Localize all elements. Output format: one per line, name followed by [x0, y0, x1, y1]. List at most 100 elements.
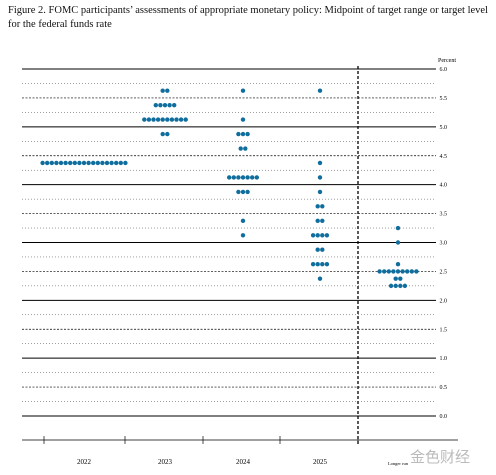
dot: [104, 160, 110, 166]
dot: [240, 117, 246, 122]
dot: [49, 160, 54, 166]
dot: [240, 88, 246, 93]
dot: [86, 160, 91, 166]
dot: [315, 218, 320, 224]
dot: [240, 189, 246, 195]
dot: [236, 131, 241, 137]
dot: [142, 117, 147, 122]
dot: [250, 175, 255, 180]
dot: [310, 233, 316, 238]
dot: [172, 102, 177, 108]
y-tick-label: 1.5: [440, 327, 448, 333]
dot: [174, 117, 179, 122]
dot: [320, 233, 325, 238]
dot: [68, 160, 73, 166]
dot: [382, 269, 387, 274]
dot: [398, 276, 403, 281]
dot: [236, 189, 241, 195]
dot: [165, 88, 170, 93]
dot: [178, 117, 184, 122]
dot: [315, 204, 320, 209]
y-tick-label: 4.5: [440, 154, 448, 160]
dot: [317, 160, 323, 166]
dot: [254, 175, 259, 180]
x-tick-label: Longer run: [388, 461, 409, 466]
y-tick-label: 0.5: [440, 385, 448, 391]
dot: [414, 269, 419, 274]
dot: [123, 160, 128, 166]
dot: [317, 88, 323, 93]
dot: [153, 102, 158, 108]
dot: [160, 88, 165, 93]
dot: [315, 261, 320, 267]
dot: [393, 283, 398, 289]
dot: [310, 261, 316, 267]
y-tick-label: 1.0: [440, 356, 448, 362]
dot: [58, 160, 64, 166]
dot: [391, 269, 396, 274]
y-tick-label: 3.0: [440, 241, 448, 247]
x-tick-label: 2025: [313, 458, 328, 466]
dot: [160, 131, 165, 137]
dot: [183, 117, 188, 122]
dot: [395, 261, 401, 267]
dot: [315, 233, 320, 238]
y-axis-label: Percent: [438, 58, 456, 64]
dot: [231, 175, 236, 180]
dot: [100, 160, 105, 166]
dot: [169, 117, 175, 122]
y-tick-label: 3.5: [440, 212, 448, 218]
x-tick-label: 2024: [236, 458, 251, 466]
y-tick-label: 5.0: [440, 125, 448, 131]
y-tick-label: 0.0: [440, 414, 448, 420]
dot: [320, 204, 325, 209]
dot: [72, 160, 78, 166]
x-tick-label: 2022: [77, 458, 92, 466]
dot: [245, 175, 250, 180]
dot: [77, 160, 82, 166]
dot: [245, 189, 250, 195]
dot: [118, 160, 124, 166]
dot: [165, 117, 170, 122]
dot: [243, 146, 248, 151]
dot: [400, 269, 405, 274]
dot: [395, 240, 401, 245]
dot: [160, 117, 165, 122]
dot: [320, 261, 325, 267]
dot: [245, 131, 250, 137]
y-tick-label: 6.0: [440, 67, 448, 73]
dot: [167, 102, 172, 108]
dot: [398, 283, 403, 289]
dot: [40, 160, 45, 166]
dot: [240, 233, 246, 238]
dot: [315, 247, 320, 252]
dot: [238, 146, 243, 151]
dot: [91, 160, 96, 166]
dot: [95, 160, 101, 166]
y-tick-label: 5.5: [440, 96, 448, 102]
dot: [158, 102, 163, 108]
dot: [114, 160, 119, 166]
dot: [240, 175, 246, 180]
dot: [386, 269, 391, 274]
dot: [324, 261, 330, 267]
dot: [377, 269, 382, 274]
dot: [63, 160, 68, 166]
y-tick-label: 2.5: [440, 269, 448, 275]
x-tick-label: 2023: [158, 458, 173, 466]
dot: [240, 131, 246, 137]
dot: [81, 160, 87, 166]
dot: [240, 218, 246, 224]
dot: [155, 117, 161, 122]
dot: [146, 117, 152, 122]
dot: [402, 283, 408, 289]
dot: [395, 269, 401, 274]
dot: [236, 175, 241, 180]
dot: [165, 131, 170, 137]
dot: [227, 175, 232, 180]
dot: [388, 283, 394, 289]
dot: [317, 276, 323, 281]
dot: [320, 247, 325, 252]
